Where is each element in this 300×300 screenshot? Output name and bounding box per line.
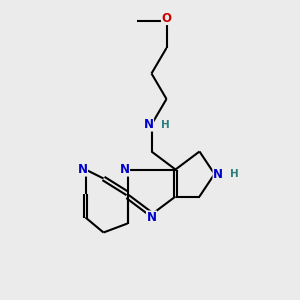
- Text: H: H: [160, 119, 169, 130]
- Text: O: O: [161, 11, 172, 25]
- Text: N: N: [213, 167, 223, 181]
- Text: H: H: [230, 169, 239, 179]
- Text: N: N: [146, 211, 157, 224]
- Text: N: N: [119, 163, 130, 176]
- Text: N: N: [77, 163, 88, 176]
- Text: N: N: [143, 118, 154, 131]
